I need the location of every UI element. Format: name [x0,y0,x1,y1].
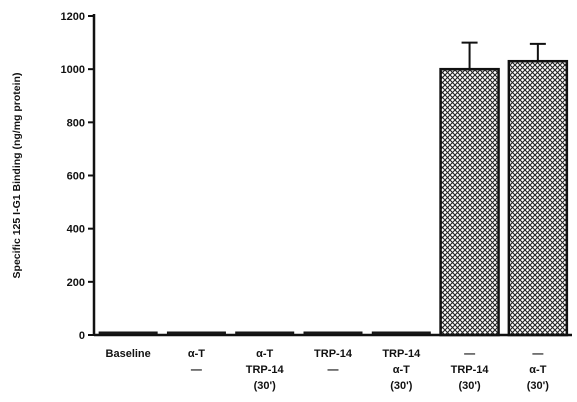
bars [98,59,569,337]
y-tick-label: 800 [67,117,85,129]
y-tick-label: 1000 [61,64,85,76]
y-tick-label: 400 [67,224,85,236]
y-axis-title: Specific 125 I-G1 Binding (ng/mg protein… [11,73,23,279]
bar [439,67,500,337]
x-tick-label: α-T TRP-14 (30') [246,348,285,392]
y-tick-label: 600 [67,171,85,183]
y-tick-label: 1200 [61,11,85,23]
x-tick-label: TRP-14— [314,348,353,376]
x-tick-label: — α-T (30') [527,348,550,392]
y-tick-label: 0 [79,330,85,342]
x-tick-label: — TRP-14 (30') [451,348,490,392]
x-tick-label: α-T — [188,348,205,376]
x-axis-labels: Baseline α-T — α-T TRP-14 (30') TRP-14 — TRP-14 α… [106,348,550,392]
bar [507,59,569,337]
x-tick-label: Baseline [106,348,151,360]
y-axis-ticks: 0 200 400 600 800 1000 1200 [61,11,94,342]
y-tick-label: 200 [67,277,85,289]
x-tick-label: TRP-14 α-T (30') [382,348,421,392]
error-bars [461,41,546,70]
